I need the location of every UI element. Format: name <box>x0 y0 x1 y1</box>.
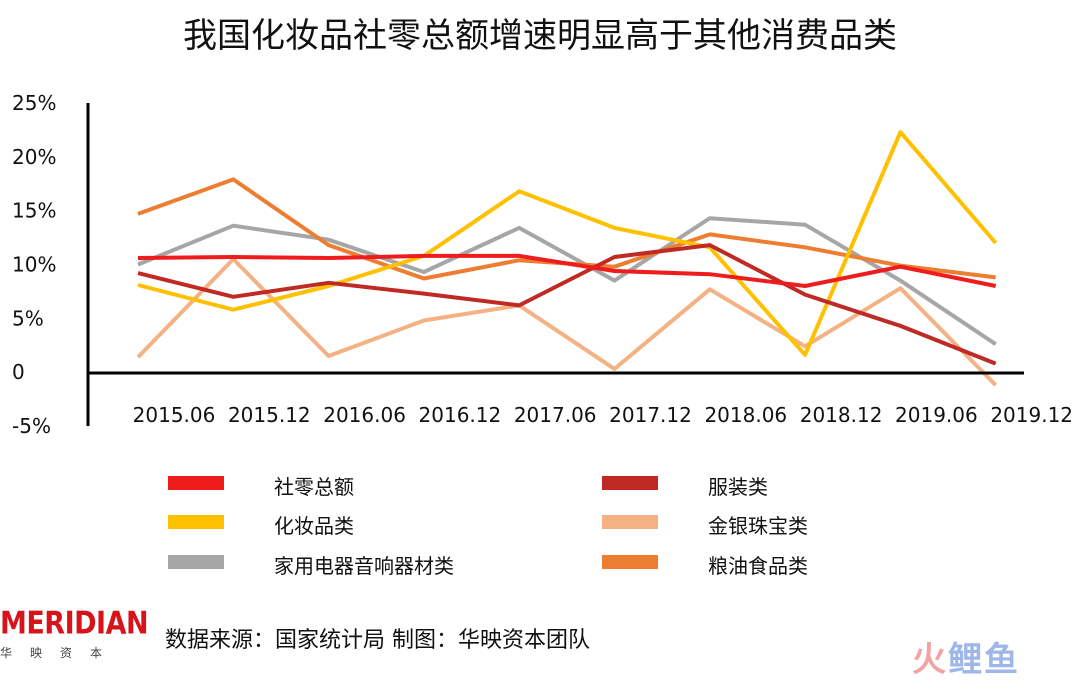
x-tick-label: 2016.12 <box>419 403 502 427</box>
legend-label: 化妆品类 <box>274 514 354 538</box>
legend-swatch <box>602 555 658 569</box>
x-tick-labels: 2015.06 2015.12 2016.06 2016.12 2017.06 2017.… <box>133 403 1073 427</box>
x-tick-label: 2018.12 <box>800 403 883 427</box>
series-lines <box>136 130 998 387</box>
legend-swatch <box>602 515 658 529</box>
watermark: 火鲤鱼 <box>912 632 1020 681</box>
chart-title: 我国化妆品社零总额增速明显高于其他消费品类 <box>183 16 897 56</box>
y-tick-label: 25% <box>12 91 56 115</box>
legend-label: 金银珠宝类 <box>708 514 808 538</box>
legend-swatch <box>168 476 224 490</box>
series-line-1 <box>137 243 997 366</box>
y-tick-label: 5% <box>12 306 44 330</box>
series-line-2 <box>137 130 998 357</box>
x-tick-label: 2019.12 <box>990 403 1073 427</box>
y-tick-label: 15% <box>12 199 56 223</box>
legend-label: 家用电器音响器材类 <box>274 554 454 578</box>
x-tick-label: 2019.06 <box>895 403 978 427</box>
legend-swatch <box>602 476 658 490</box>
line-chart: 25% 20% 15% 10% 5% 0 -5% 2015.06 2015.12 2016.06… <box>12 91 1073 438</box>
watermark-part-2: 鲤鱼 <box>948 640 1020 680</box>
series-line-4 <box>137 216 997 346</box>
legend-swatch <box>168 515 224 529</box>
x-tick-label: 2018.06 <box>704 403 787 427</box>
y-tick-label: 0 <box>12 360 25 384</box>
logo-subtitle: 华映资本 <box>0 646 121 660</box>
y-tick-label: -5% <box>12 414 51 438</box>
series-line-3 <box>136 257 998 387</box>
x-tick-label: 2017.06 <box>514 403 597 427</box>
legend-label: 服装类 <box>708 475 768 499</box>
x-tick-label: 2016.06 <box>323 403 406 427</box>
x-tick-label: 2017.12 <box>609 403 692 427</box>
y-tick-labels: 25% 20% 15% 10% 5% 0 -5% <box>12 91 56 438</box>
meridian-logo: MERIDIAN 华映资本 <box>0 606 149 666</box>
data-source-note: 数据来源：国家统计局 制图：华映资本团队 <box>165 628 590 653</box>
legend-label: 社零总额 <box>274 475 354 499</box>
logo-text: MERIDIAN <box>0 606 149 642</box>
x-tick-label: 2015.06 <box>133 403 216 427</box>
watermark-part-1: 火 <box>912 640 948 680</box>
series-line-0 <box>137 253 997 288</box>
y-tick-label: 10% <box>12 253 56 277</box>
legend-swatch <box>168 555 224 569</box>
x-tick-label: 2015.12 <box>228 403 311 427</box>
legend-label: 粮油食品类 <box>708 554 808 578</box>
y-tick-label: 20% <box>12 145 56 169</box>
